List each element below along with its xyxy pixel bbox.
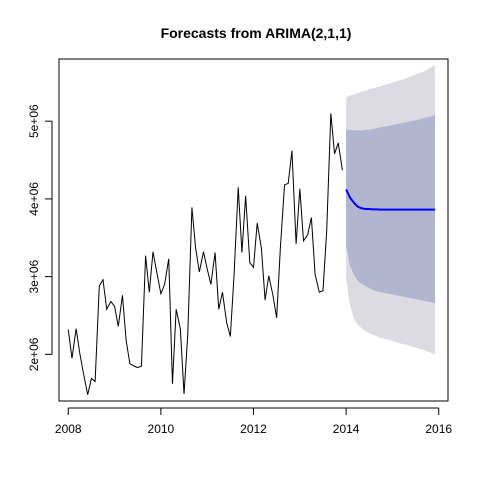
x-tick-label: 2016 [425,422,452,436]
observed-series-line [68,113,342,394]
x-tick-label: 2012 [240,422,267,436]
y-tick-label: 2e+06 [27,337,41,371]
chart-title: Forecasts from ARIMA(2,1,1) [161,25,352,41]
x-tick-label: 2010 [148,422,175,436]
y-tick-label: 5e+06 [27,104,41,138]
x-tick-label: 2008 [55,422,82,436]
y-axis: 2e+06 3e+06 4e+06 5e+06 [27,104,52,371]
x-axis: 2008 2010 2012 2014 2016 [55,408,452,436]
x-tick-label: 2014 [333,422,360,436]
y-tick-label: 3e+06 [27,259,41,293]
y-tick-label: 4e+06 [27,182,41,216]
